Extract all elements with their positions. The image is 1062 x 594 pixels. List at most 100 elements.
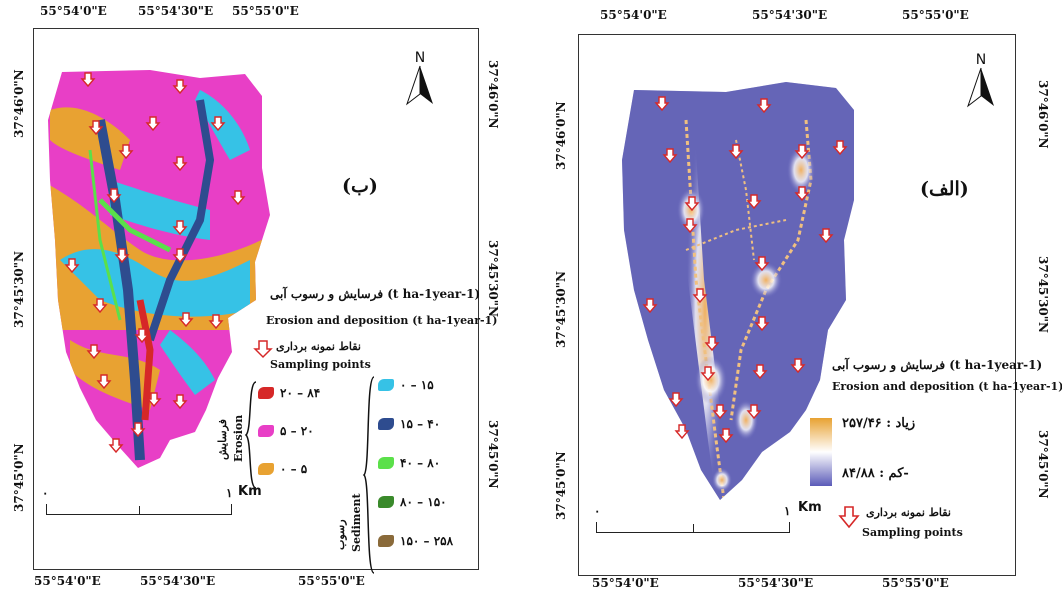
sampling-point-marker: [712, 404, 728, 420]
top-lon-tick-3: 55°55'0"E: [232, 4, 299, 18]
sampling-point-marker: [794, 144, 810, 160]
sampling-arrow-icon: [253, 340, 273, 359]
sampling-point-marker: [145, 116, 161, 132]
sampling-point-marker: [230, 190, 246, 206]
sediment-class-5: ۱۵۰ – ۲۵۸: [378, 534, 453, 548]
panel-label-b: (ب): [342, 175, 378, 197]
sampling-point-marker: [178, 312, 194, 328]
sampling-point-marker: [832, 140, 848, 156]
erosion-class-label: ۵ – ۲۰: [280, 424, 314, 438]
sampling-point-marker: [86, 344, 102, 360]
sampling-point-marker: [80, 72, 96, 88]
scale-unit: Km: [798, 500, 822, 515]
bottom-lon-tick-3: 55°55'0"E: [298, 574, 365, 588]
north-arrow-icon: [966, 67, 994, 108]
sediment-class-label: ۰ – ۱۵: [400, 378, 434, 392]
erosion-class-label: ۰ – ۵: [280, 462, 308, 476]
erosion-class-3: ۰ – ۵: [258, 462, 307, 476]
sampling-point-marker: [718, 428, 734, 444]
sampling-point-marker: [794, 186, 810, 202]
sediment-swatch: [378, 379, 394, 391]
legend-title-en: Erosion and deposition (t ha-1year-1): [266, 314, 498, 327]
top-lon-tick-2: 55°54'30"E: [138, 4, 214, 18]
bottom-lon-tick-2: 55°54'30"E: [738, 576, 814, 590]
erosion-swatch: [258, 425, 274, 437]
sampling-point-marker: [64, 258, 80, 274]
scale-zero: ۰: [594, 504, 601, 518]
sampling-fa: نقاط نمونه برداری: [866, 506, 951, 519]
sediment-class-label: ۸۰ – ۱۵۰: [400, 495, 447, 509]
sampling-point-marker: [642, 298, 658, 314]
erosion-class-label: ۲۰ – ۸۴: [280, 386, 321, 400]
sampling-point-marker: [92, 298, 108, 314]
erosion-swatch: [258, 387, 274, 399]
sampling-point-marker: [88, 120, 104, 136]
sediment-swatch: [378, 418, 394, 430]
scale-unit: Km: [238, 484, 262, 499]
sampling-en: Sampling points: [862, 526, 963, 539]
sampling-point-marker: [96, 374, 112, 390]
scale-zero: ۰: [42, 486, 49, 500]
top-lon-tick-2: 55°54'30"E: [752, 8, 828, 22]
sampling-point-marker: [172, 394, 188, 410]
top-lon-tick-1: 55°54'0"E: [40, 4, 107, 18]
legend-title-en: Erosion and deposition (t ha-1year-1): [832, 380, 1062, 393]
scale-bar: [46, 504, 232, 515]
sampling-point-marker: [130, 422, 146, 438]
bottom-lon-tick-2: 55°54'30"E: [140, 574, 216, 588]
sampling-point-marker: [172, 156, 188, 172]
sediment-class-2: ۱۵ – ۴۰: [378, 417, 440, 431]
sampling-point-marker: [682, 218, 698, 234]
color-ramp: [810, 418, 832, 486]
sediment-class-label: ۱۵ – ۴۰: [400, 417, 441, 431]
ramp-low-label: کم : ۸۴/۸۸-: [842, 466, 909, 481]
sampling-point-marker: [172, 79, 188, 95]
sampling-point-marker: [146, 392, 162, 408]
sampling-point-marker: [752, 364, 768, 380]
sampling-en: Sampling points: [270, 358, 371, 371]
panel-label-alef: (الف): [920, 178, 969, 200]
map-panel-b: 55°54'0"E 55°54'30"E 55°55'0"E 37°46'0"N…: [0, 0, 530, 594]
sampling-point-marker: [746, 404, 762, 420]
top-lon-tick-3: 55°55'0"E: [902, 8, 969, 22]
sampling-point-marker: [172, 248, 188, 264]
sediment-swatch: [378, 496, 394, 508]
sampling-arrow-icon: [838, 506, 860, 529]
sampling-point-marker: [654, 96, 670, 112]
sampling-point-marker: [172, 220, 188, 236]
top-lon-tick-1: 55°54'0"E: [600, 8, 667, 22]
erosion-class-fill: [48, 70, 270, 468]
north-letter: N: [414, 50, 426, 66]
erosion-fa-label: فرسایش: [216, 419, 229, 460]
scale-one: ۱: [226, 486, 233, 500]
erosion-class-2: ۵ – ۲۰: [258, 424, 314, 438]
bottom-lon-tick-1: 55°54'0"E: [34, 574, 101, 588]
sampling-point-marker: [818, 228, 834, 244]
erosion-swatch: [258, 463, 274, 475]
sampling-point-marker: [118, 144, 134, 160]
north-letter: N: [975, 52, 987, 68]
sampling-point-marker: [728, 144, 744, 160]
sampling-point-marker: [790, 358, 806, 374]
erosion-brace: [244, 381, 257, 489]
sediment-swatch: [378, 457, 394, 469]
sampling-point-marker: [674, 424, 690, 440]
sediment-brace: [362, 376, 375, 574]
scale-bar: [596, 522, 790, 533]
sampling-point-marker: [668, 392, 684, 408]
sampling-point-marker: [684, 196, 700, 212]
map-panel-alef: 55°54'0"E 55°54'30"E 55°55'0"E 37°46'0"N…: [536, 0, 1062, 594]
sediment-class-label: ۴۰ – ۸۰: [400, 456, 441, 470]
legend-title-fa: فرسایش و رسوب آبی (t ha-1year-1): [270, 287, 481, 301]
erosion-class-1: ۲۰ – ۸۴: [258, 386, 320, 400]
sediment-class-3: ۴۰ – ۸۰: [378, 456, 440, 470]
bottom-lon-tick-1: 55°54'0"E: [592, 576, 659, 590]
sediment-swatch: [378, 535, 394, 547]
sampling-point-marker: [134, 328, 150, 344]
sampling-point-marker: [754, 256, 770, 272]
sampling-point-marker: [756, 98, 772, 114]
sampling-point-marker: [704, 336, 720, 352]
sampling-fa: نقاط نمونه برداری: [276, 340, 361, 353]
sampling-point-marker: [754, 316, 770, 332]
erosion-class-map: [48, 70, 270, 468]
